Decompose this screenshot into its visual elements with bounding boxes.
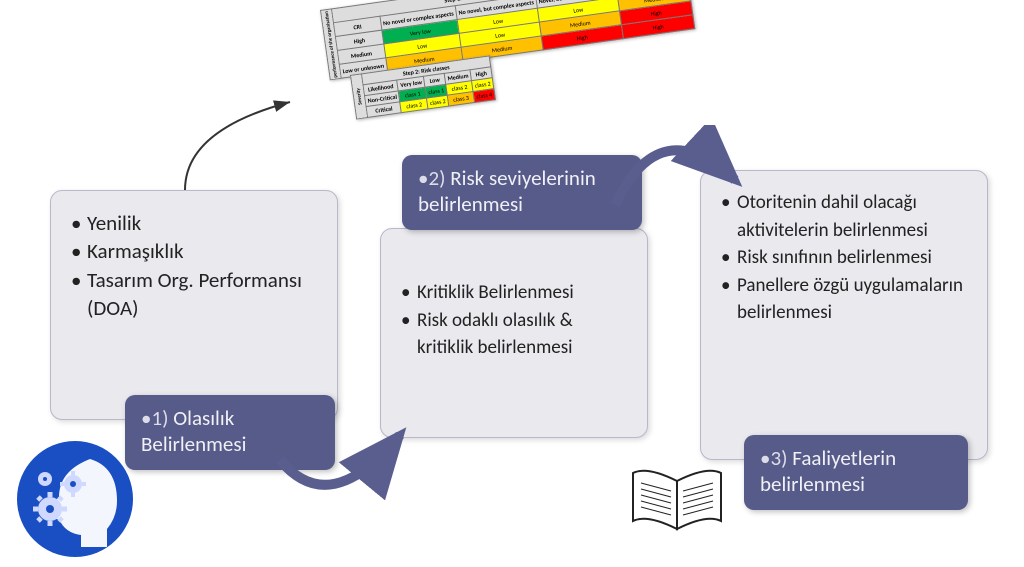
panel1-item: Yenilik xyxy=(71,209,317,237)
tag1-num: •1) xyxy=(141,405,168,431)
panel-step1: Yenilik Karmaşıklık Tasarım Org. Perform… xyxy=(50,190,338,420)
tag2-text: Risk seviyelerinin belirlenmesi xyxy=(418,165,596,217)
panel1-list: Yenilik Karmaşıklık Tasarım Org. Perform… xyxy=(71,209,317,322)
panel3-item: Risk sınıfının belirlenmesi xyxy=(721,244,967,272)
book-icon xyxy=(627,459,727,539)
panel2-list: Kritiklik Belirlenmesi Risk odaklı olası… xyxy=(401,279,627,362)
panel1-item: Tasarım Org. Performansı (DOA) xyxy=(71,266,317,323)
gears-head-icon xyxy=(15,439,135,559)
panel2-item: Risk odaklı olasılık & kritiklik belirle… xyxy=(401,307,627,362)
risk-tables: performance of the organisationStep 1: L… xyxy=(300,10,640,160)
panel2-item: Kritiklik Belirlenmesi xyxy=(401,279,627,307)
panel3-list: Otoritenin dahil olacağı aktivitelerin b… xyxy=(721,189,967,327)
flow-arrow-1to2 xyxy=(270,390,430,510)
panel1-item: Karmaşıklık xyxy=(71,237,317,265)
panel3-item: Otoritenin dahil olacağı aktivitelerin b… xyxy=(721,189,967,244)
tag-step3: •3) Faaliyetlerin belirlenmesi xyxy=(744,435,968,510)
panel3-item: Panellere özgü uygulamaların belirlenmes… xyxy=(721,272,967,327)
pointer-arrow-tables xyxy=(175,90,305,200)
tag3-num: •3) xyxy=(760,445,787,471)
tag2-num: •2) xyxy=(418,165,445,191)
risk-table-1: performance of the organisationStep 1: L… xyxy=(320,0,695,80)
